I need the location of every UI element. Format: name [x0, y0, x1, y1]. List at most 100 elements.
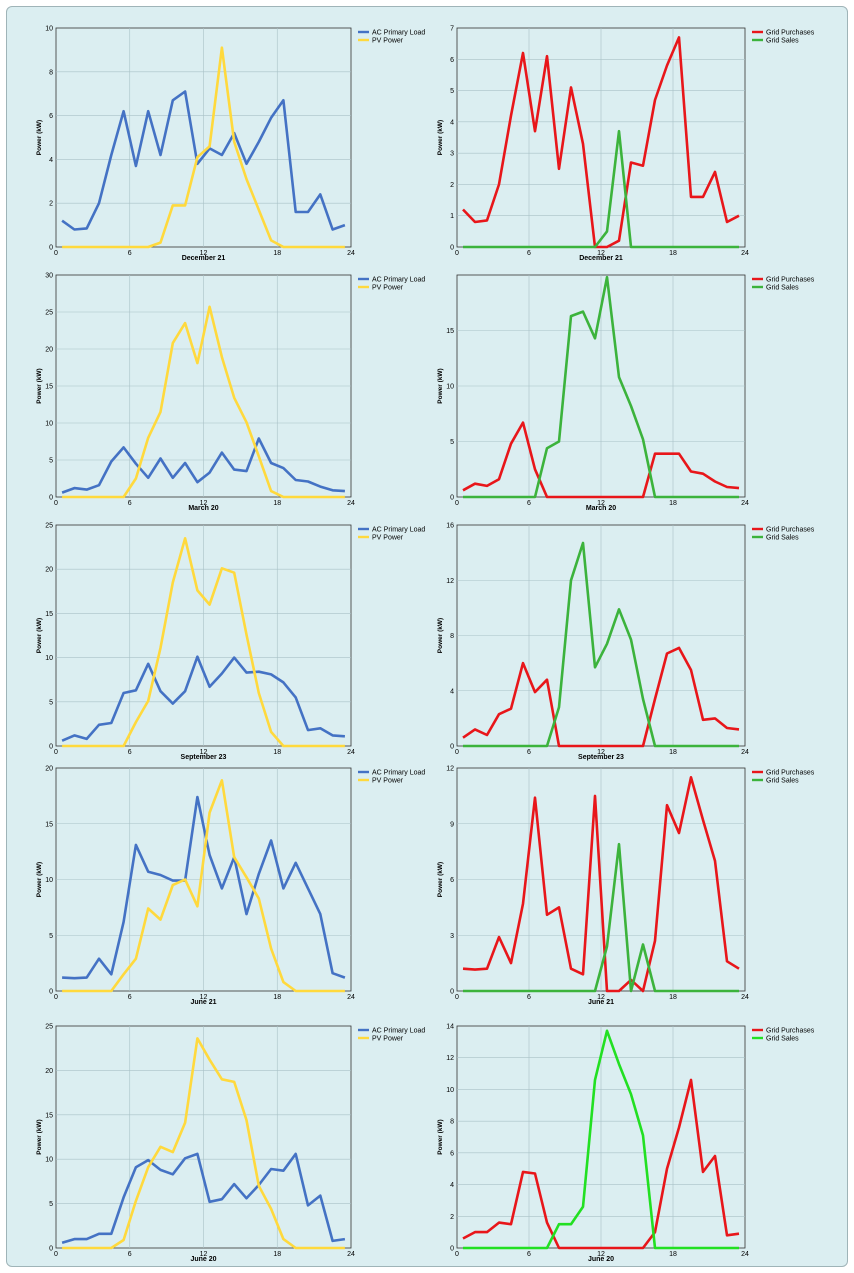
y-tick-label: 15 [45, 1112, 53, 1119]
series-line-2 [62, 1037, 345, 1250]
series-line-1 [61, 437, 345, 494]
y-tick-label: 25 [45, 310, 53, 317]
legend-label: Grid Purchases [766, 770, 815, 777]
legend-label: PV Power [372, 285, 404, 292]
legend-label: Grid Sales [766, 1036, 799, 1043]
y-tick-label: 1 [450, 213, 454, 220]
y-tick-label: 0 [49, 744, 53, 751]
y-tick-label: 6 [49, 113, 53, 120]
y-tick-label: 4 [49, 157, 53, 164]
x-tick-label: 18 [669, 250, 677, 257]
y-tick-label: 0 [450, 1246, 454, 1253]
y-tick-label: 0 [49, 1246, 53, 1253]
y-tick-label: 10 [45, 1157, 53, 1164]
x-tick-label: 6 [128, 500, 132, 507]
y-tick-label: 0 [49, 495, 53, 502]
y-tick-label: 2 [450, 182, 454, 189]
y-axis-label: Power (kW) [437, 618, 444, 653]
series-line-1 [61, 1152, 346, 1244]
chart-3: 0 6 12 18 24 0 5 10 15 20 25 30 March 20 Power (kW) AC… [36, 273, 425, 513]
x-tick-label: 12 [597, 500, 605, 507]
x-tick-label: 12 [597, 250, 605, 257]
x-tick-label: 0 [54, 994, 58, 1001]
y-tick-label: 0 [49, 245, 53, 252]
x-tick-label: 24 [347, 1251, 355, 1258]
series-line-2 [463, 129, 739, 249]
y-tick-label: 20 [45, 1068, 53, 1075]
y-tick-label: 10 [45, 877, 53, 884]
y-tick-label: 6 [450, 1150, 454, 1157]
y-axis-label: Power (kW) [36, 368, 43, 403]
x-axis-label: June 20 [588, 1256, 614, 1263]
legend-label: PV Power [372, 1036, 404, 1043]
chart-7: 0 6 12 18 24 0 5 10 15 20 June 21 Power (kW) AC Prim… [36, 766, 425, 1007]
y-tick-label: 4 [450, 119, 454, 126]
y-tick-label: 5 [450, 88, 454, 95]
legend-label: Grid Purchases [766, 527, 815, 534]
series-line-2 [463, 1029, 739, 1250]
legend-label: PV Power [372, 38, 404, 45]
x-tick-label: 12 [597, 749, 605, 756]
series-line-1 [462, 421, 740, 499]
y-tick-label: 3 [450, 151, 454, 158]
y-axis-label: Power (kW) [36, 618, 43, 653]
legend-label: AC Primary Load [372, 770, 425, 777]
x-tick-label: 24 [741, 1251, 749, 1258]
x-tick-label: 18 [669, 1251, 677, 1258]
series-line-2 [62, 536, 345, 748]
series-line-2 [463, 541, 739, 748]
y-tick-label: 16 [446, 523, 454, 530]
y-tick-label: 20 [45, 347, 53, 354]
y-tick-label: 10 [45, 655, 53, 662]
x-tick-label: 24 [741, 500, 749, 507]
y-axis-label: Power (kW) [437, 1119, 444, 1154]
x-tick-label: 0 [455, 749, 459, 756]
y-tick-label: 7 [450, 26, 454, 33]
series-line-1 [62, 795, 346, 980]
x-tick-label: 18 [273, 994, 281, 1001]
legend-label: Grid Purchases [766, 30, 815, 37]
y-axis-label: Power (kW) [437, 120, 444, 155]
y-tick-label: 30 [45, 273, 53, 280]
x-tick-label: 18 [669, 500, 677, 507]
x-tick-label: 24 [741, 749, 749, 756]
x-tick-label: 6 [527, 1251, 531, 1258]
x-tick-label: 18 [273, 500, 281, 507]
chart-4: 0 6 12 18 24 0 5 10 15 March 20 Power (kW) Grid Pur… [437, 274, 815, 512]
x-tick-label: 0 [54, 500, 58, 507]
y-tick-label: 15 [446, 328, 454, 335]
x-tick-label: 18 [669, 749, 677, 756]
x-tick-label: 24 [347, 500, 355, 507]
legend-label: Grid Sales [766, 38, 799, 45]
x-tick-label: 0 [455, 250, 459, 257]
y-tick-label: 25 [45, 1024, 53, 1031]
y-tick-label: 10 [45, 421, 53, 428]
x-axis-label: December 21 [182, 255, 226, 262]
x-axis-label: September 23 [181, 754, 227, 761]
series-line-1 [462, 646, 740, 748]
x-tick-label: 12 [200, 500, 208, 507]
series-line-1 [61, 90, 346, 231]
y-tick-label: 12 [446, 1055, 454, 1062]
chart-9: 0 6 12 18 24 0 5 10 15 20 25 June 20 Power (kW) AC Pr… [36, 1024, 425, 1264]
y-tick-label: 20 [45, 766, 53, 773]
x-tick-label: 24 [347, 994, 355, 1001]
series-line-1 [61, 655, 345, 742]
y-tick-label: 2 [49, 201, 53, 208]
y-tick-label: 10 [45, 26, 53, 33]
x-tick-label: 6 [128, 250, 132, 257]
y-tick-label: 0 [49, 989, 53, 996]
y-tick-label: 10 [446, 1087, 454, 1094]
legend-label: Grid Purchases [766, 277, 815, 284]
y-tick-label: 15 [45, 821, 53, 828]
x-tick-label: 6 [527, 994, 531, 1001]
legend-label: Grid Sales [766, 778, 799, 785]
y-tick-label: 8 [450, 1119, 454, 1126]
legend-label: AC Primary Load [372, 277, 425, 284]
y-axis-label: Power (kW) [437, 862, 444, 897]
y-tick-label: 10 [446, 384, 454, 391]
